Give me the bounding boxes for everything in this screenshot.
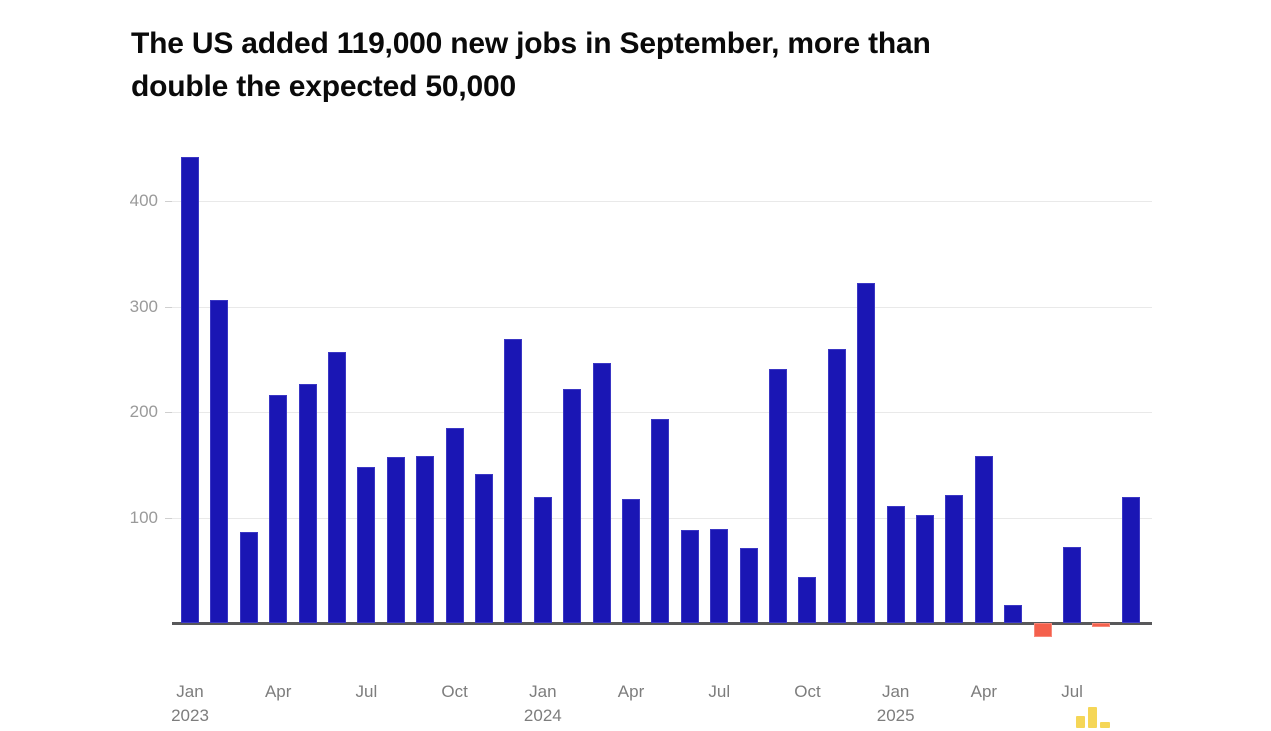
- bar: [798, 576, 817, 623]
- x-tick-label: Jul: [326, 680, 406, 704]
- x-tick-month: Jul: [355, 682, 378, 701]
- bar: [181, 156, 199, 623]
- x-axis-line: [172, 622, 1152, 625]
- x-tick-label: Jul: [679, 680, 759, 704]
- x-tick-month: Jan: [176, 682, 204, 701]
- x-tick-month: Jan: [529, 682, 557, 701]
- x-tick-label: Jan 2024: [503, 680, 583, 728]
- yellow-bar-chart-logo-icon: [1076, 704, 1110, 728]
- x-tick-month: Oct: [794, 682, 821, 701]
- bar: [739, 548, 758, 623]
- x-tick-label: Apr: [944, 680, 1024, 704]
- bar: [622, 498, 641, 623]
- x-tick-year: 2023: [171, 706, 209, 725]
- title-line-2: double the expected 50,000: [131, 70, 516, 103]
- bar: [651, 419, 670, 623]
- bar: [239, 532, 258, 623]
- x-tick-month: Jul: [708, 682, 731, 701]
- bar: [945, 495, 964, 623]
- y-tick-mark: [165, 201, 172, 202]
- bar: [386, 457, 405, 623]
- x-tick-month: Apr: [970, 682, 998, 701]
- gridline: [172, 306, 1152, 308]
- bar: [563, 388, 582, 623]
- y-tick-mark: [165, 517, 172, 519]
- x-tick-label: Jan 2025: [856, 680, 936, 728]
- bar: [1033, 623, 1052, 637]
- x-tick-month: Oct: [441, 682, 468, 701]
- y-tick-label: 200: [129, 402, 158, 421]
- bar: [1121, 497, 1140, 623]
- bar: [328, 351, 346, 623]
- x-tick-month: Apr: [264, 682, 292, 701]
- x-tick-year: 2025: [876, 706, 915, 725]
- y-tick-mark: [165, 412, 172, 413]
- bar: [475, 474, 494, 623]
- x-tick-month: Jul: [1061, 682, 1083, 701]
- bar: [269, 395, 288, 623]
- logo-bar-3: [1100, 722, 1110, 728]
- bar: [592, 363, 611, 623]
- bar: [886, 505, 905, 623]
- x-tick-label: Apr: [238, 680, 318, 704]
- bar: [916, 515, 935, 623]
- gridline: [172, 412, 1152, 413]
- logo-bar-2: [1088, 707, 1097, 728]
- bar: [857, 283, 876, 623]
- y-tick-mark: [165, 306, 172, 308]
- bar: [1063, 547, 1082, 623]
- bar: [827, 348, 846, 623]
- bar: [769, 368, 788, 623]
- title-line-1: The US added 119,000 new jobs in Septemb…: [131, 27, 931, 60]
- bar: [504, 339, 523, 623]
- x-tick-label: Jan 2023: [150, 680, 230, 728]
- bar: [298, 383, 317, 623]
- bar: [210, 300, 229, 623]
- gridline: [172, 201, 1152, 202]
- x-tick-month: Jan: [881, 682, 910, 701]
- x-tick-label: Jul: [1032, 680, 1112, 704]
- page-title: The US added 119,000 new jobs in Septemb…: [131, 22, 1121, 108]
- bar: [1004, 605, 1023, 623]
- bar: [1092, 623, 1111, 628]
- y-tick-label: 100: [129, 507, 158, 527]
- y-tick-label: 400: [129, 191, 158, 210]
- bar: [445, 427, 464, 623]
- bar: [680, 530, 699, 623]
- bar: [416, 456, 435, 623]
- bar: [710, 529, 729, 623]
- bar: [357, 466, 376, 623]
- y-tick-label: 300: [129, 296, 158, 316]
- bar: [533, 497, 552, 623]
- x-tick-label: Oct: [767, 680, 847, 704]
- bar: [974, 456, 993, 623]
- x-tick-label: Oct: [415, 680, 495, 704]
- x-tick-month: Apr: [617, 682, 645, 701]
- logo-bar-1: [1076, 716, 1085, 728]
- x-tick-label: Apr: [591, 680, 671, 704]
- x-tick-year: 2024: [523, 706, 562, 725]
